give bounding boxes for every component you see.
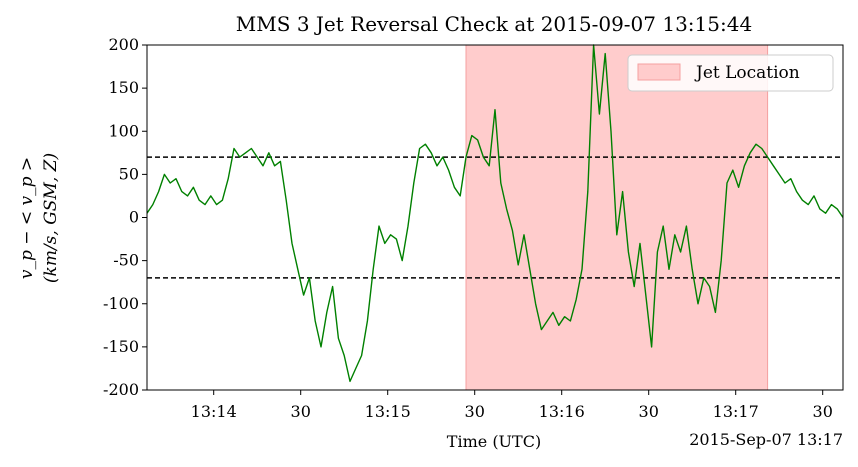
series-line-1 [146, 44, 844, 383]
y-tick-label-2: 100 [108, 121, 139, 140]
x-tick-label-7: 30 [813, 402, 833, 421]
x-axis-offset-label: 2015-Sep-07 13:17 [689, 430, 843, 449]
y-tick-label-3: 50 [119, 164, 139, 183]
legend: Jet Location [627, 54, 834, 92]
x-tick-label-1: 30 [291, 402, 311, 421]
y-tick-label-7: -150 [103, 337, 139, 356]
y-tick-label-1: 150 [108, 78, 139, 97]
chart-title: MMS 3 Jet Reversal Check at 2015-09-07 1… [236, 12, 752, 36]
legend-jet-swatch [637, 63, 681, 81]
x-tick-label-3: 30 [465, 402, 485, 421]
y-tick-label-5: -50 [113, 251, 139, 270]
y-tick-label-8: -200 [103, 380, 139, 399]
x-axis-label: Time (UTC) [447, 432, 541, 451]
y-tick-label-6: -100 [103, 294, 139, 313]
x-tick-label-0: 13:14 [191, 402, 237, 421]
x-tick-label-4: 13:16 [539, 402, 585, 421]
x-tick-label-5: 30 [639, 402, 659, 421]
jet-location-region [465, 44, 769, 391]
plot-area: 200 150 100 50 0 -50 -100 -150 -200 13:14 30 13:15 3… [103, 35, 844, 421]
y-tick-label-0: 200 [108, 35, 139, 54]
legend-jet-label: Jet Location [694, 63, 800, 83]
y-axis-label-line1: v_p − < v_p > [17, 157, 37, 279]
x-tick-label-6: 13:17 [713, 402, 759, 421]
x-tick-label-2: 13:15 [365, 402, 411, 421]
y-tick-label-4: 0 [129, 208, 139, 227]
y-axis-label: v_p − < v_p > (km/s, GSM, Z) [17, 153, 61, 283]
y-axis-label-line2: (km/s, GSM, Z) [41, 153, 61, 283]
